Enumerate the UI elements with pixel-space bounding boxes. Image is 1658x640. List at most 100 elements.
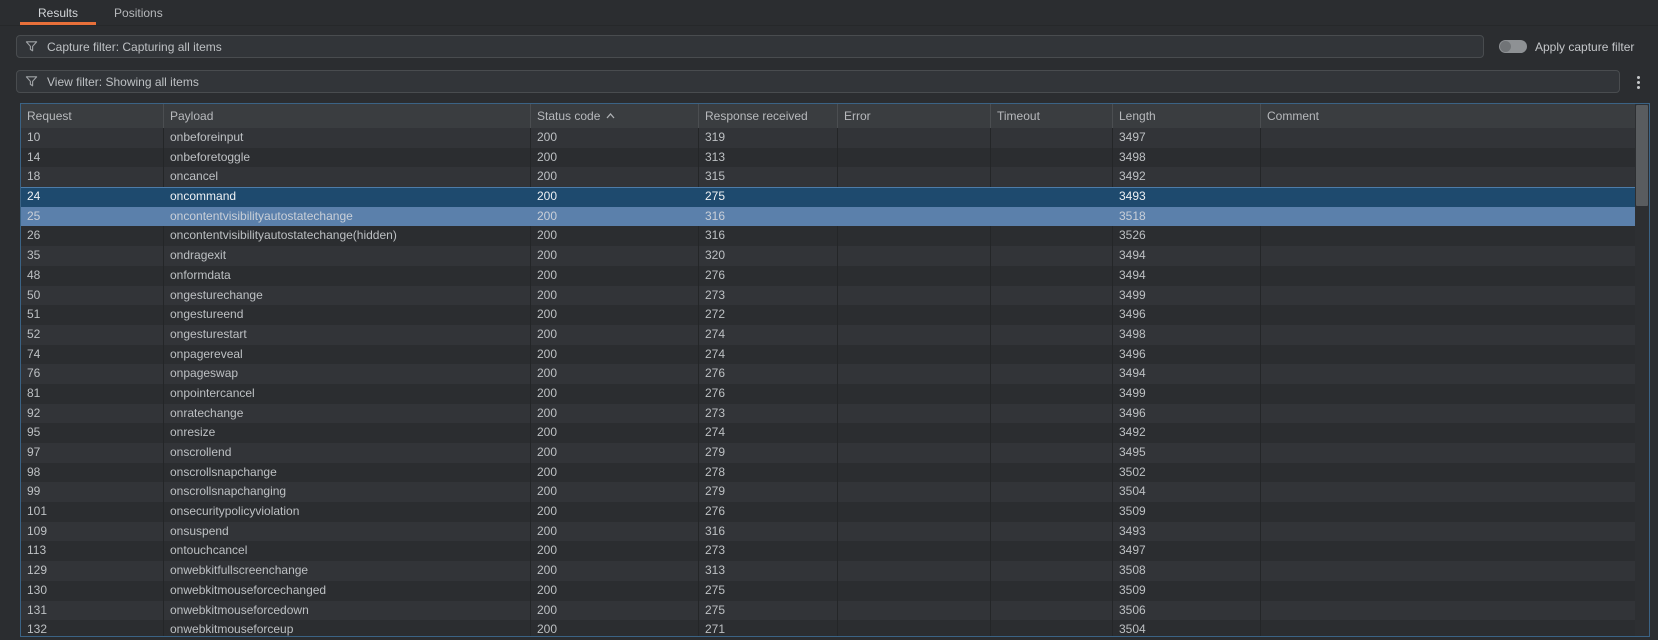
cell-error — [838, 423, 991, 443]
cell-response_received: 313 — [699, 561, 838, 581]
table-row[interactable]: 14 onbeforetoggle 200 313 3498 — [21, 147, 1649, 168]
cell-request: 92 — [21, 403, 164, 424]
column-header-timeout[interactable]: Timeout — [991, 104, 1113, 128]
cell-error — [838, 541, 991, 562]
column-header-error[interactable]: Error — [838, 104, 991, 128]
results-table: Request Payload Status code Response receiv… — [20, 103, 1650, 637]
cell-error — [838, 383, 991, 404]
table-row[interactable]: 97 onscrollend 200 279 3495 — [21, 443, 1649, 463]
table-row[interactable]: 24 oncommand 200 275 3493 — [21, 187, 1649, 207]
table-row[interactable]: 52 ongesturestart 200 274 3498 — [21, 324, 1649, 345]
scrollbar-thumb[interactable] — [1636, 105, 1648, 206]
cell-error — [838, 187, 991, 207]
apply-capture-filter-toggle[interactable] — [1499, 40, 1527, 53]
cell-request: 26 — [21, 226, 164, 247]
cell-payload: ongesturestart — [164, 324, 531, 345]
cell-payload: onpagereveal — [164, 344, 531, 365]
table-row[interactable]: 51 ongestureend 200 272 3496 — [21, 305, 1649, 325]
cell-payload: ongesturechange — [164, 285, 531, 306]
column-header-response_received[interactable]: Response received — [699, 104, 838, 128]
column-header-status_code[interactable]: Status code — [531, 104, 699, 128]
cell-payload: oncancel — [164, 167, 531, 188]
cell-request: 131 — [21, 600, 164, 621]
cell-comment — [1261, 187, 1649, 207]
tab-positions-label: Positions — [114, 5, 163, 20]
table-row[interactable]: 101 onsecuritypolicyviolation 200 276 3509 — [21, 502, 1649, 522]
tab-results[interactable]: Results — [20, 0, 97, 25]
cell-payload: onwebkitmouseforcechanged — [164, 580, 531, 601]
cell-timeout — [991, 285, 1113, 306]
table-row[interactable]: 129 onwebkitfullscreenchange 200 313 3508 — [21, 561, 1649, 581]
cell-response_received: 319 — [699, 128, 838, 148]
table-row[interactable]: 35 ondragexit 200 320 3494 — [21, 246, 1649, 266]
cell-error — [838, 462, 991, 483]
cell-payload: ondragexit — [164, 246, 531, 266]
table-row[interactable]: 132 onwebkitmouseforceup 200 271 3504 — [21, 620, 1649, 636]
cell-response_received: 276 — [699, 265, 838, 286]
table-row[interactable]: 74 onpagereveal 200 274 3496 — [21, 344, 1649, 365]
column-header-request[interactable]: Request — [21, 104, 164, 128]
cell-payload: oncontentvisibilityautostatechange — [170, 208, 353, 223]
cell-status_code: 200 — [531, 128, 699, 148]
cell-comment — [1261, 384, 1649, 404]
cell-error — [838, 147, 991, 168]
cell-request: 51 — [21, 305, 164, 325]
cell-timeout — [991, 187, 1113, 207]
cell-error — [838, 403, 991, 424]
cell-response_received: 274 — [699, 423, 838, 443]
cell-status_code: 200 — [531, 147, 699, 168]
cell-response_received: 279 — [699, 443, 838, 463]
cell-response_received: 316 — [699, 521, 838, 542]
column-header-length[interactable]: Length — [1113, 104, 1261, 128]
kebab-menu-icon[interactable] — [1631, 71, 1645, 93]
cell-status_code: 200 — [531, 443, 699, 463]
cell-response_received: 275 — [705, 189, 726, 204]
cell-request: 48 — [21, 265, 164, 286]
cell-error — [838, 521, 991, 542]
cell-length: 3496 — [1113, 344, 1261, 365]
table-row[interactable]: 10 onbeforeinput 200 319 3497 — [21, 128, 1649, 148]
table-row[interactable]: 76 onpageswap 200 276 3494 — [21, 364, 1649, 384]
cell-status_code: 200 — [531, 285, 699, 306]
cell-payload: onformdata — [164, 265, 531, 286]
cell-request: 101 — [21, 502, 164, 522]
cell-comment — [1261, 286, 1649, 306]
column-header-comment[interactable]: Comment — [1261, 104, 1649, 128]
cell-payload: onwebkitfullscreenchange — [164, 561, 531, 581]
cell-status_code: 200 — [531, 246, 699, 266]
cell-payload: onwebkitmouseforcedown — [164, 600, 531, 621]
table-row[interactable]: 95 onresize 200 274 3492 — [21, 423, 1649, 443]
cell-response_received: 274 — [699, 324, 838, 345]
table-row[interactable]: 81 onpointercancel 200 276 3499 — [21, 383, 1649, 404]
cell-response_received: 273 — [699, 541, 838, 562]
toggle-knob — [1500, 41, 1511, 52]
cell-request: 97 — [21, 443, 164, 463]
cell-status_code: 200 — [531, 344, 699, 365]
view-filter-bar[interactable]: View filter: Showing all items — [16, 70, 1620, 93]
cell-error — [838, 600, 991, 621]
cell-request: 50 — [21, 285, 164, 306]
table-body: 10 onbeforeinput 200 319 3497 14 onbeforetoggl… — [21, 128, 1649, 636]
table-row[interactable]: 131 onwebkitmouseforcedown 200 275 3506 — [21, 600, 1649, 621]
tab-positions[interactable]: Positions — [96, 0, 181, 25]
table-row[interactable]: 48 onformdata 200 276 3494 — [21, 265, 1649, 286]
table-row[interactable]: 98 onscrollsnapchange 200 278 3502 — [21, 462, 1649, 483]
cell-error — [838, 561, 991, 581]
cell-length: 3494 — [1113, 246, 1261, 266]
vertical-scrollbar[interactable] — [1635, 104, 1649, 636]
table-row[interactable]: 99 onscrollsnapchanging 200 279 3504 — [21, 482, 1649, 503]
table-row[interactable]: 18 oncancel 200 315 3492 — [21, 167, 1649, 188]
table-row[interactable]: 109 onsuspend 200 316 3493 — [21, 521, 1649, 542]
table-row[interactable]: 92 onratechange 200 273 3496 — [21, 403, 1649, 424]
table-row[interactable]: 113 ontouchcancel 200 273 3497 — [21, 541, 1649, 562]
cell-error — [838, 482, 991, 503]
table-row[interactable]: 130 onwebkitmouseforcechanged 200 275 3509 — [21, 580, 1649, 601]
cell-status_code: 200 — [531, 561, 699, 581]
table-row[interactable]: 25 oncontentvisibilityautostatechange 200 3… — [21, 206, 1649, 227]
column-header-payload[interactable]: Payload — [164, 104, 531, 128]
cell-length: 3498 — [1113, 324, 1261, 345]
table-row[interactable]: 26 oncontentvisibilityautostatechange(hid… — [21, 226, 1649, 247]
cell-comment — [1261, 266, 1649, 286]
capture-filter-bar[interactable]: Capture filter: Capturing all items — [16, 35, 1484, 58]
table-row[interactable]: 50 ongesturechange 200 273 3499 — [21, 285, 1649, 306]
